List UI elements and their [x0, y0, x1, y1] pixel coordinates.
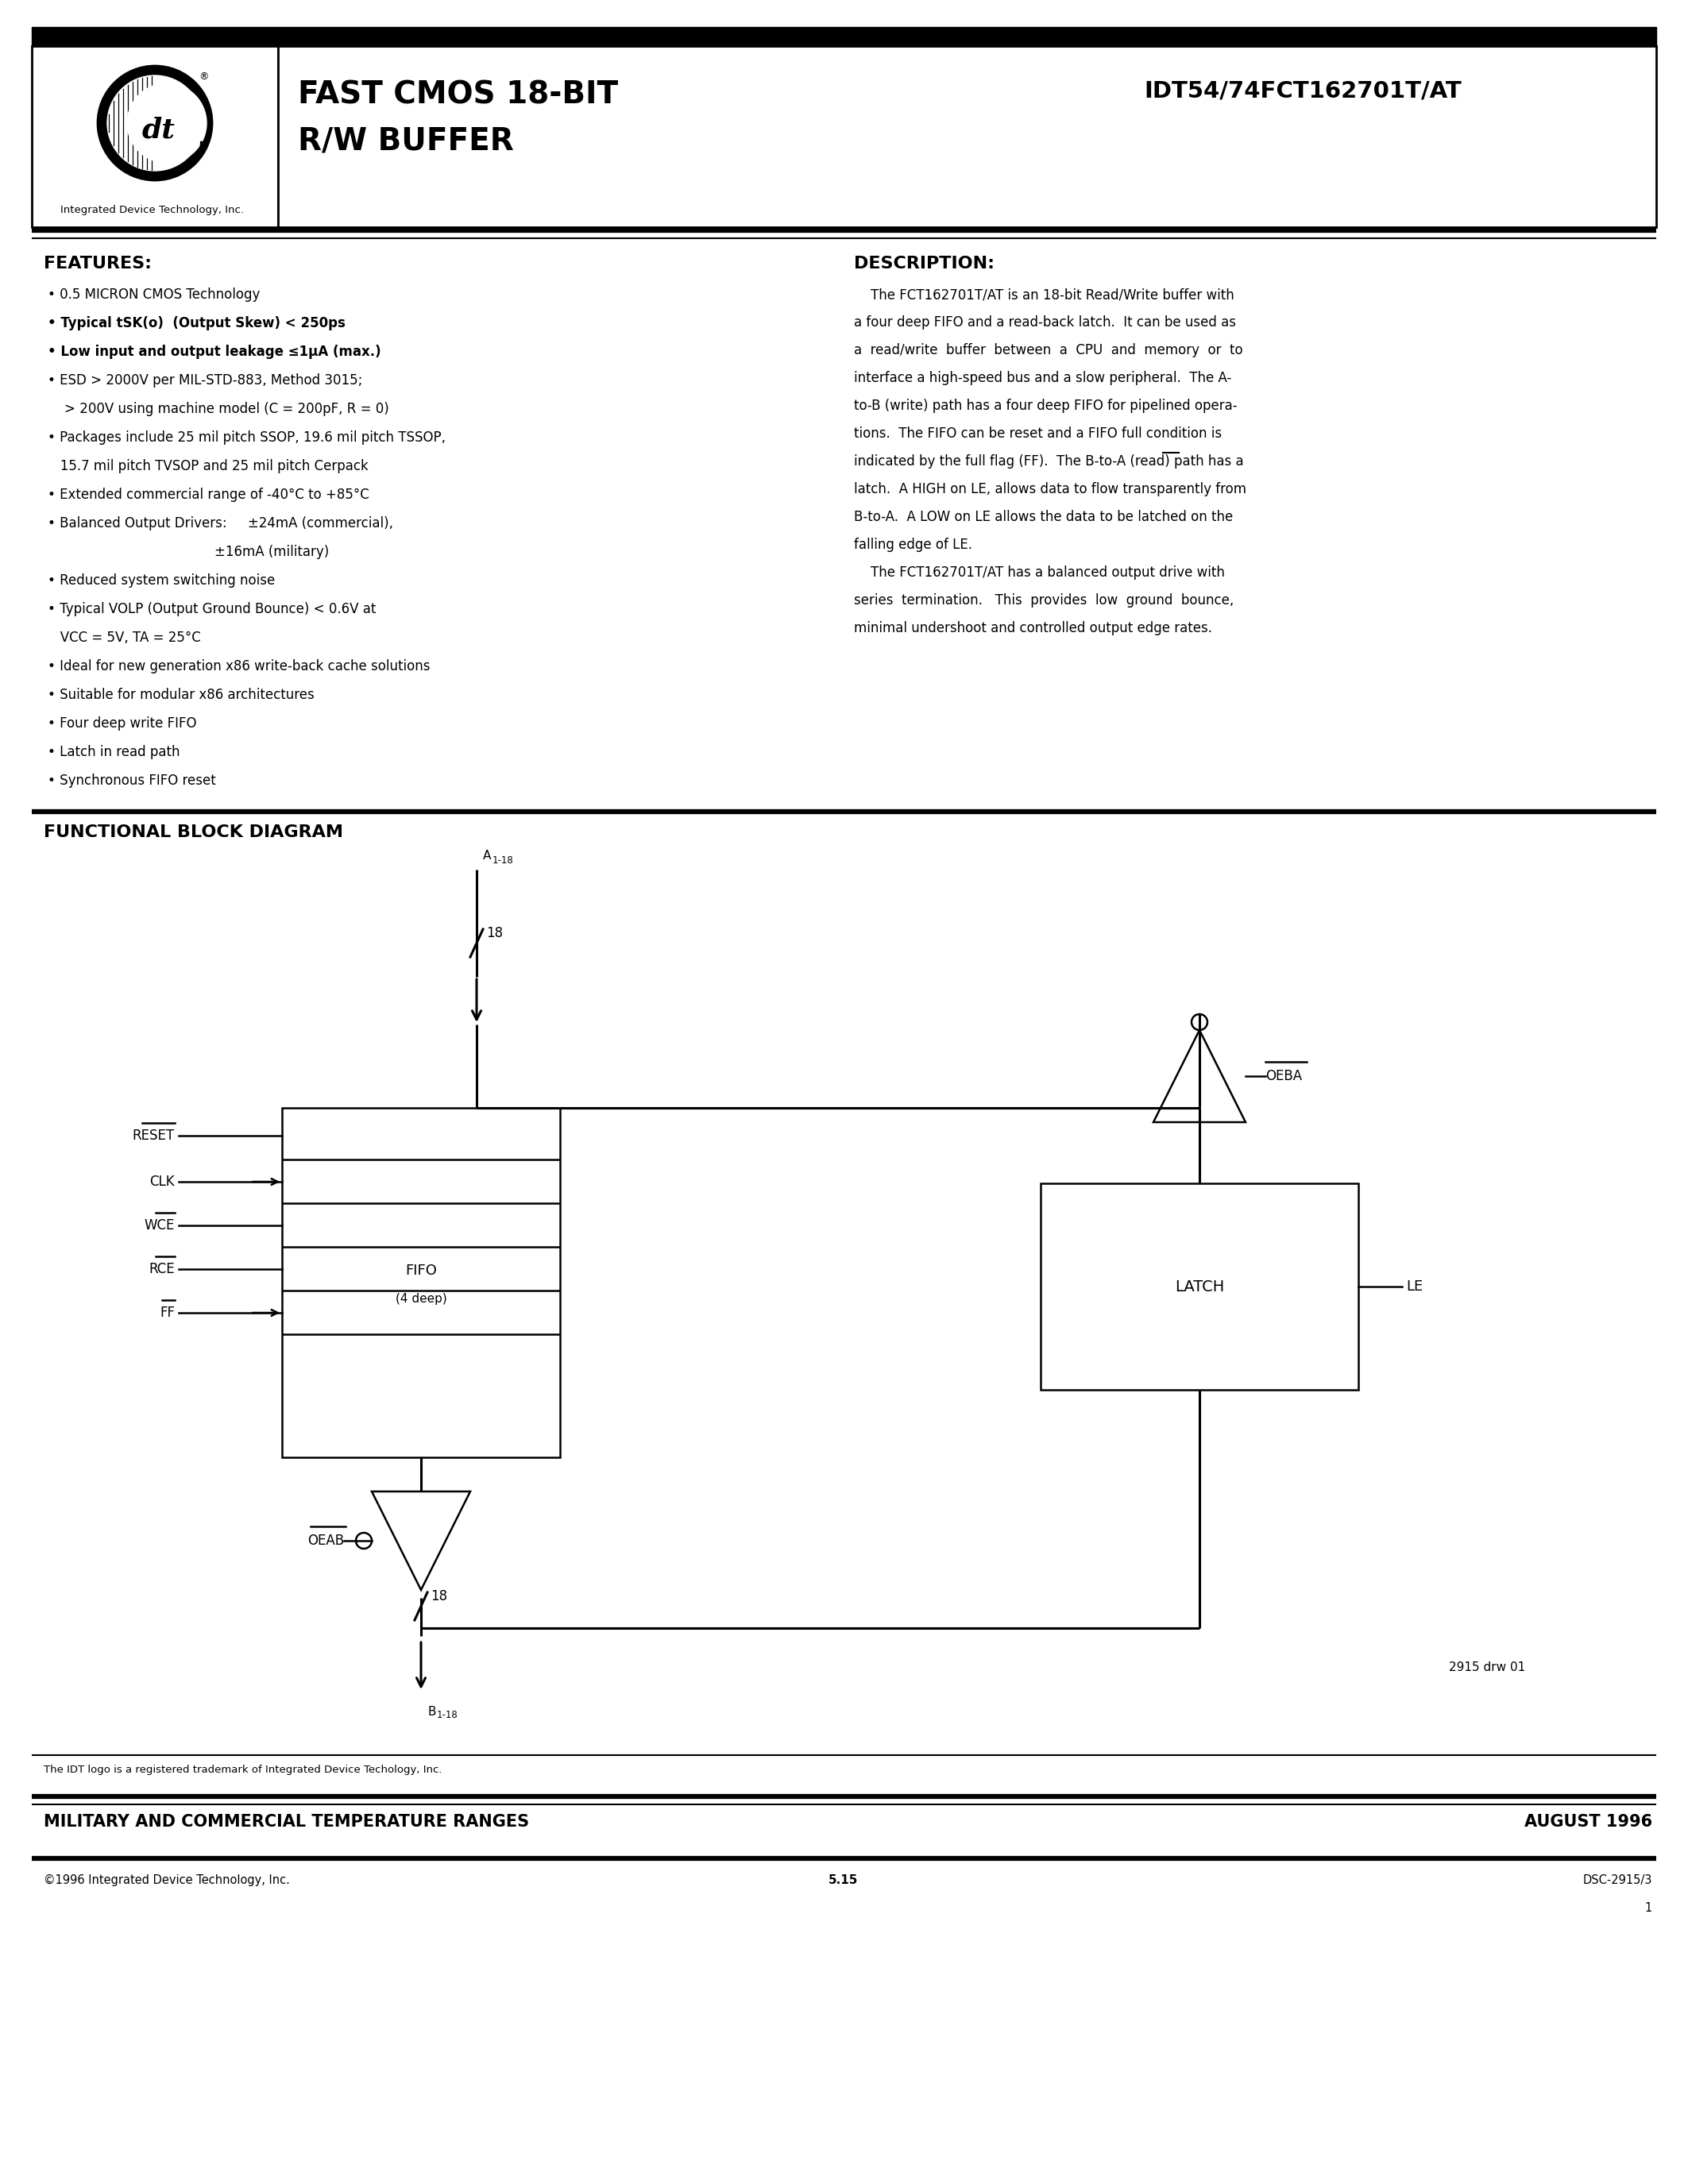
Text: Integrated Device Technology, Inc.: Integrated Device Technology, Inc. [61, 205, 245, 216]
Text: a four deep FIFO and a read-back latch.  It can be used as: a four deep FIFO and a read-back latch. … [854, 314, 1236, 330]
Text: RESET: RESET [133, 1129, 176, 1142]
Text: RCE: RCE [149, 1262, 176, 1275]
Text: 1-18: 1-18 [437, 1710, 457, 1721]
Text: • Reduced system switching noise: • Reduced system switching noise [47, 574, 275, 587]
Text: ®: ® [199, 72, 209, 83]
Text: A: A [483, 850, 491, 863]
Circle shape [108, 76, 203, 170]
Text: • Low input and output leakage ≤1μA (max.): • Low input and output leakage ≤1μA (max… [47, 345, 381, 358]
Text: The FCT162701T/AT has a balanced output drive with: The FCT162701T/AT has a balanced output … [854, 566, 1225, 579]
Text: IDT54/74FCT162701T/AT: IDT54/74FCT162701T/AT [1144, 79, 1462, 103]
Text: The IDT logo is a registered trademark of Integrated Device Techology, Inc.: The IDT logo is a registered trademark o… [44, 1765, 442, 1776]
Text: • Typical VOLP (Output Ground Bounce) < 0.6V at: • Typical VOLP (Output Ground Bounce) < … [47, 603, 376, 616]
Text: FIFO: FIFO [405, 1265, 437, 1278]
Text: 1: 1 [1644, 1902, 1653, 1913]
Text: FEATURES:: FEATURES: [44, 256, 152, 271]
Text: B: B [427, 1706, 436, 1719]
Text: 15.7 mil pitch TVSOP and 25 mil pitch Cerpack: 15.7 mil pitch TVSOP and 25 mil pitch Ce… [47, 459, 368, 474]
Circle shape [127, 83, 206, 164]
Text: • Latch in read path: • Latch in read path [47, 745, 181, 760]
Text: FAST CMOS 18-BIT: FAST CMOS 18-BIT [297, 79, 618, 109]
Text: latch.  A HIGH on LE, allows data to flow transparently from: latch. A HIGH on LE, allows data to flow… [854, 483, 1246, 496]
Text: • Four deep write FIFO: • Four deep write FIFO [47, 716, 196, 732]
Text: B-to-A.  A LOW on LE allows the data to be latched on the: B-to-A. A LOW on LE allows the data to b… [854, 509, 1232, 524]
Text: • Packages include 25 mil pitch SSOP, 19.6 mil pitch TSSOP,: • Packages include 25 mil pitch SSOP, 19… [47, 430, 446, 446]
Text: LE: LE [1406, 1280, 1423, 1293]
Text: minimal undershoot and controlled output edge rates.: minimal undershoot and controlled output… [854, 620, 1212, 636]
Text: AUGUST 1996: AUGUST 1996 [1524, 1815, 1653, 1830]
Text: LATCH: LATCH [1175, 1280, 1224, 1295]
Text: • Extended commercial range of -40°C to +85°C: • Extended commercial range of -40°C to … [47, 487, 370, 502]
Text: a  read/write  buffer  between  a  CPU  and  memory  or  to: a read/write buffer between a CPU and me… [854, 343, 1242, 358]
Text: OEBA: OEBA [1266, 1068, 1301, 1083]
Text: DSC-2915/3: DSC-2915/3 [1583, 1874, 1653, 1887]
Text: OEAB: OEAB [307, 1533, 344, 1548]
Text: 5.15: 5.15 [829, 1874, 859, 1887]
Text: 1-18: 1-18 [493, 856, 513, 865]
Text: 2915 drw 01: 2915 drw 01 [1448, 1662, 1526, 1673]
Text: series  termination.   This  provides  low  ground  bounce,: series termination. This provides low gr… [854, 594, 1234, 607]
Text: falling edge of LE.: falling edge of LE. [854, 537, 972, 553]
Text: ±16mA (military): ±16mA (military) [47, 544, 329, 559]
Text: R/W BUFFER: R/W BUFFER [297, 124, 513, 155]
Bar [1040, 1184, 1359, 1389]
Text: CLK: CLK [150, 1175, 176, 1188]
Text: • Suitable for modular x86 architectures: • Suitable for modular x86 architectures [47, 688, 314, 701]
Text: ©1996 Integrated Device Technology, Inc.: ©1996 Integrated Device Technology, Inc. [44, 1874, 290, 1887]
Text: VCC = 5V, TA = 25°C: VCC = 5V, TA = 25°C [47, 631, 201, 644]
Text: dt: dt [142, 116, 176, 142]
Text: (4 deep): (4 deep) [395, 1293, 447, 1304]
Text: • 0.5 MICRON CMOS Technology: • 0.5 MICRON CMOS Technology [47, 288, 260, 301]
Text: • Synchronous FIFO reset: • Synchronous FIFO reset [47, 773, 216, 788]
Bar [279, 46, 1656, 227]
Text: interface a high-speed bus and a slow peripheral.  The A-: interface a high-speed bus and a slow pe… [854, 371, 1232, 384]
Text: indicated by the full flag (FF).  The B-to-A (read) path has a: indicated by the full flag (FF). The B-t… [854, 454, 1244, 470]
Text: tions.  The FIFO can be reset and a FIFO full condition is: tions. The FIFO can be reset and a FIFO … [854, 426, 1222, 441]
Text: MILITARY AND COMMERCIAL TEMPERATURE RANGES: MILITARY AND COMMERCIAL TEMPERATURE RANG… [44, 1815, 528, 1830]
Text: • ESD > 2000V per MIL-STD-883, Method 3015;: • ESD > 2000V per MIL-STD-883, Method 30… [47, 373, 363, 387]
Text: FUNCTIONAL BLOCK DIAGRAM: FUNCTIONAL BLOCK DIAGRAM [44, 823, 343, 841]
Text: • Balanced Output Drivers:     ±24mA (commercial),: • Balanced Output Drivers: ±24mA (commer… [47, 515, 393, 531]
Text: • Ideal for new generation x86 write-back cache solutions: • Ideal for new generation x86 write-bac… [47, 660, 430, 673]
Text: > 200V using machine model (C = 200pF, R = 0): > 200V using machine model (C = 200pF, R… [47, 402, 388, 417]
Bar [32, 26, 1656, 46]
Text: to-B (write) path has a four deep FIFO for pipelined opera-: to-B (write) path has a four deep FIFO f… [854, 400, 1237, 413]
Text: WCE: WCE [143, 1219, 176, 1232]
Text: The FCT162701T/AT is an 18-bit Read/Write buffer with: The FCT162701T/AT is an 18-bit Read/Writ… [854, 288, 1234, 301]
Bar [282, 1107, 560, 1457]
Bar [32, 46, 279, 227]
Text: 18: 18 [430, 1590, 447, 1603]
Text: • Typical tSK(o)  (Output Skew) < 250ps: • Typical tSK(o) (Output Skew) < 250ps [47, 317, 346, 330]
Text: DESCRIPTION:: DESCRIPTION: [854, 256, 994, 271]
Text: FF: FF [160, 1306, 176, 1319]
Circle shape [98, 66, 213, 181]
Text: 18: 18 [486, 926, 503, 941]
